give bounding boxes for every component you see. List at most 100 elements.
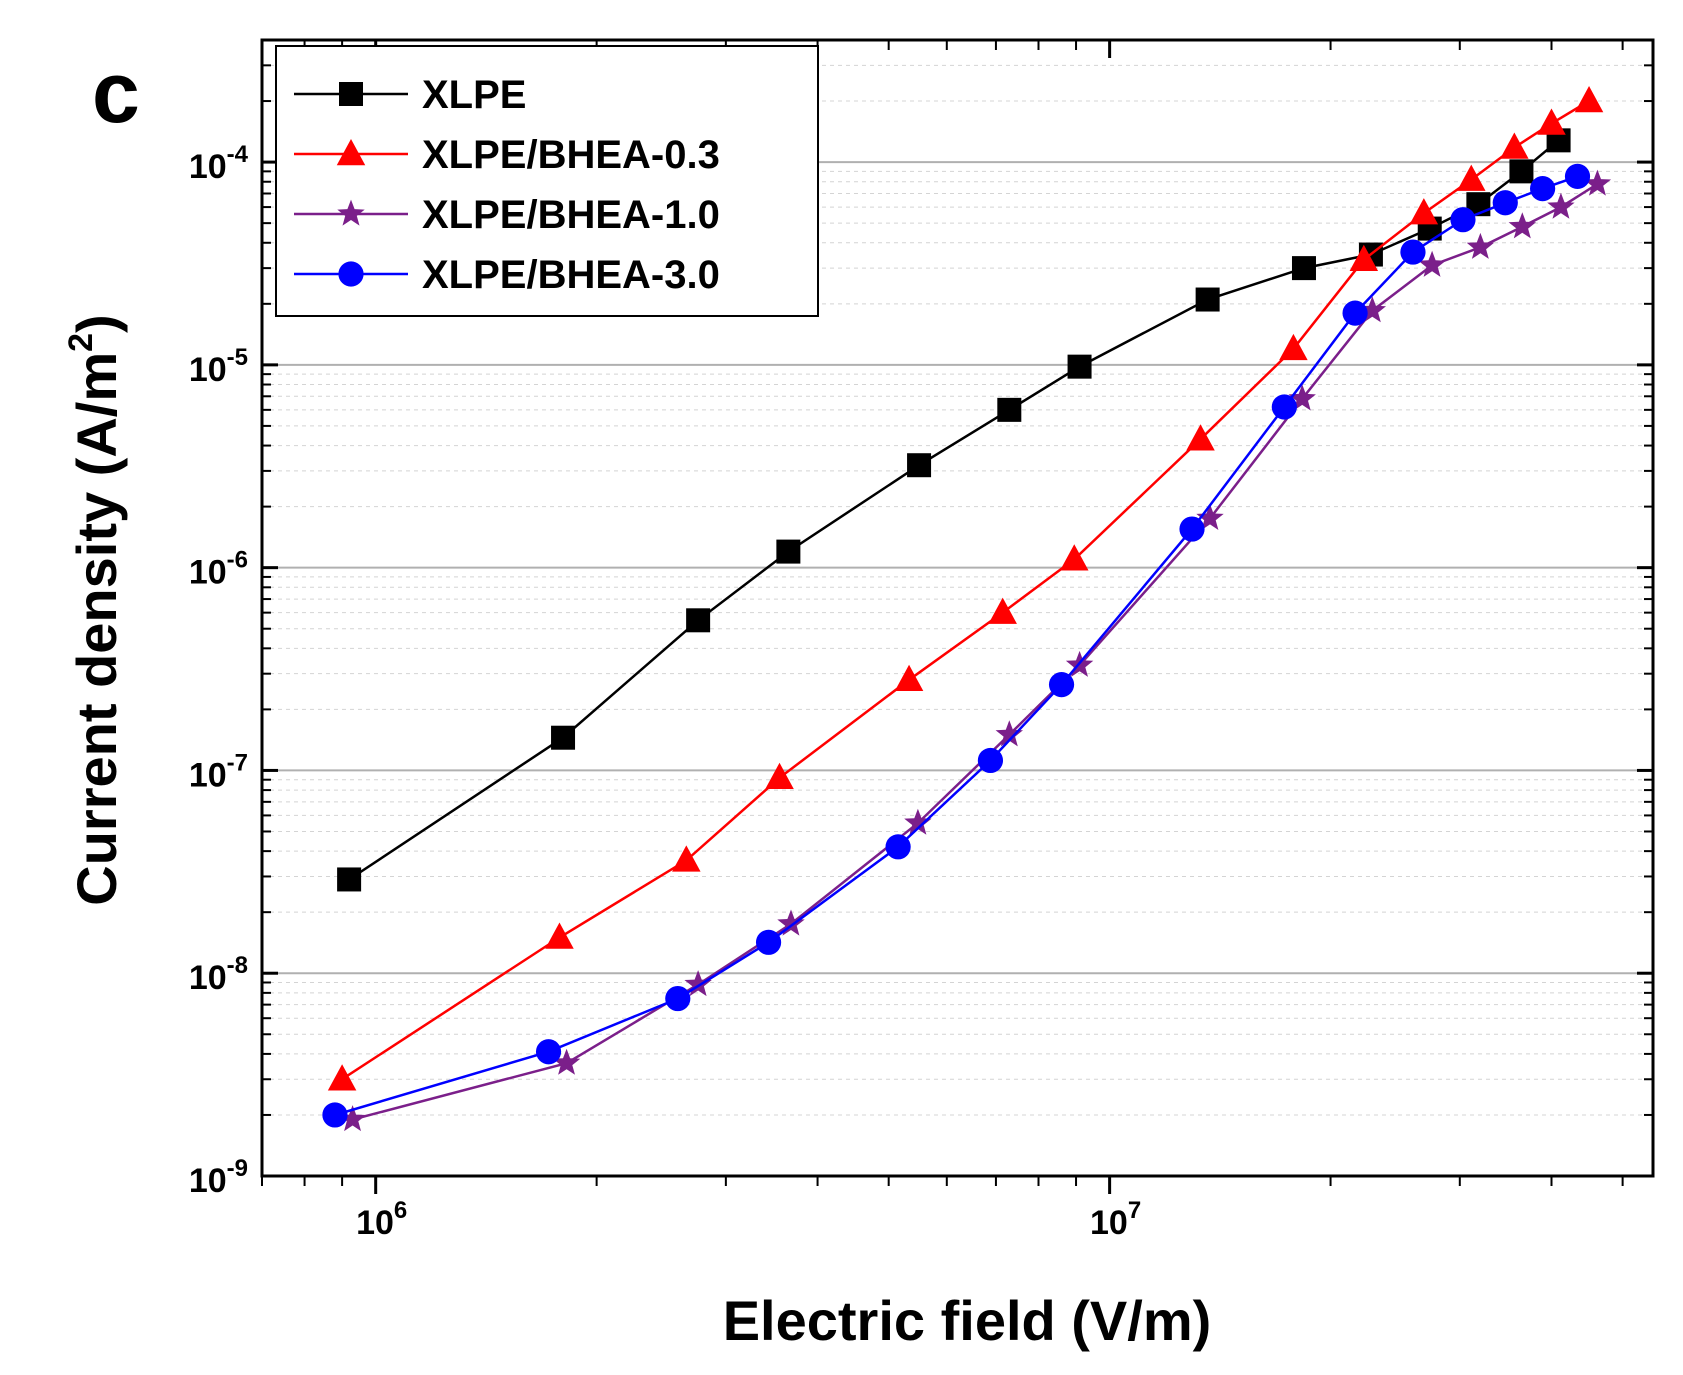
y-tick-label-exp: -9 bbox=[227, 1155, 248, 1182]
y-tick-label-exp: -4 bbox=[227, 141, 249, 168]
data-point-xlpe-bhea-3-0 bbox=[1450, 207, 1476, 233]
legend-marker-xlpe-bhea-3-0 bbox=[338, 261, 364, 287]
x-tick-label-base: 10 bbox=[356, 1204, 394, 1242]
series-xlpe-bhea-3-0 bbox=[322, 163, 1591, 1128]
data-point-xlpe-bhea-3-0 bbox=[535, 1039, 562, 1065]
data-point-xlpe-bhea-3-0 bbox=[755, 929, 782, 955]
data-point-xlpe-bhea-0-3 bbox=[1409, 198, 1439, 225]
data-point-xlpe-bhea-3-0 bbox=[1530, 176, 1556, 202]
data-point-xlpe bbox=[551, 725, 576, 750]
legend-label-xlpe-bhea-3-0: XLPE/BHEA-3.0 bbox=[422, 253, 720, 297]
y-tick-label-exp: -7 bbox=[227, 749, 248, 776]
legend-label-xlpe-bhea-0-3: XLPE/BHEA-0.3 bbox=[422, 133, 720, 177]
y-tick-label-exp: -8 bbox=[227, 952, 248, 979]
y-axis-title: Current density (A/m2) bbox=[62, 314, 128, 905]
y-tick-label-base: 10 bbox=[189, 554, 227, 592]
data-point-xlpe-bhea-0-3 bbox=[545, 922, 574, 949]
data-point-xlpe-bhea-1-0 bbox=[338, 1105, 367, 1132]
data-point-xlpe-bhea-1-0 bbox=[904, 808, 932, 835]
data-point-xlpe-bhea-1-0 bbox=[1196, 504, 1224, 530]
data-point-xlpe-bhea-0-3 bbox=[1349, 244, 1379, 271]
data-point-xlpe-bhea-0-3 bbox=[327, 1064, 357, 1091]
x-tick-label: 106 bbox=[356, 1197, 407, 1242]
legend-label-xlpe: XLPE bbox=[422, 73, 526, 117]
data-point-xlpe-bhea-0-3 bbox=[1186, 424, 1215, 451]
data-point-xlpe-bhea-1-0 bbox=[1583, 169, 1612, 196]
y-tick-label-exp: -5 bbox=[227, 344, 248, 371]
x-tick-label-base: 10 bbox=[1090, 1204, 1128, 1242]
plot-frame bbox=[260, 38, 1655, 1178]
y-axis-title-end: ) bbox=[65, 314, 128, 333]
series-line-xlpe-bhea-1-0 bbox=[352, 182, 1599, 1121]
legend-label-xlpe-bhea-1-0: XLPE/BHEA-1.0 bbox=[422, 193, 720, 237]
series-xlpe bbox=[337, 128, 1571, 892]
data-point-xlpe bbox=[1291, 256, 1316, 281]
y-tick-label-exp: -6 bbox=[227, 547, 248, 574]
data-point-xlpe-bhea-3-0 bbox=[1400, 239, 1426, 265]
y-tick-label: 10-5 bbox=[189, 344, 248, 389]
data-point-xlpe-bhea-3-0 bbox=[977, 747, 1004, 774]
y-tick-label: 10-9 bbox=[189, 1155, 248, 1200]
data-point-xlpe-bhea-3-0 bbox=[1564, 163, 1591, 189]
data-point-xlpe bbox=[997, 397, 1022, 422]
data-point-xlpe-bhea-1-0 bbox=[1358, 296, 1386, 323]
data-point-xlpe-bhea-3-0 bbox=[885, 834, 911, 860]
data-point-xlpe bbox=[1509, 159, 1534, 184]
legend-marker-xlpe-bhea-0-3 bbox=[336, 139, 366, 166]
data-point-xlpe-bhea-1-0 bbox=[1418, 250, 1446, 277]
data-point-xlpe-bhea-3-0 bbox=[1342, 300, 1368, 326]
x-tick-label-exp: 6 bbox=[394, 1197, 407, 1224]
data-point-xlpe-bhea-1-0 bbox=[1288, 384, 1316, 411]
legend-marker-xlpe bbox=[339, 82, 363, 106]
y-tick-label-base: 10 bbox=[189, 1162, 227, 1200]
legend-marker-xlpe-bhea-1-0 bbox=[337, 199, 365, 226]
data-point-xlpe-bhea-0-3 bbox=[1500, 132, 1529, 159]
y-tick-label: 10-8 bbox=[189, 952, 248, 997]
data-point-xlpe-bhea-0-3 bbox=[1060, 544, 1089, 571]
data-point-xlpe-bhea-0-3 bbox=[765, 762, 794, 790]
panel-label: c bbox=[92, 45, 140, 141]
data-point-xlpe-bhea-1-0 bbox=[1547, 192, 1575, 219]
data-point-xlpe-bhea-0-3 bbox=[1279, 333, 1308, 361]
data-point-xlpe-bhea-0-3 bbox=[672, 845, 701, 872]
y-axis-title-main: Current density (A/m bbox=[65, 352, 128, 906]
data-point-xlpe-bhea-3-0 bbox=[322, 1102, 348, 1128]
y-tick-label-base: 10 bbox=[189, 148, 227, 186]
data-point-xlpe-bhea-0-3 bbox=[1574, 86, 1604, 113]
y-tick-label: 10-4 bbox=[189, 141, 249, 186]
y-tick-label-base: 10 bbox=[189, 959, 227, 997]
data-point-xlpe bbox=[776, 539, 801, 564]
data-point-xlpe-bhea-1-0 bbox=[552, 1048, 581, 1075]
data-point-xlpe bbox=[337, 867, 362, 892]
x-tick-label: 107 bbox=[1090, 1197, 1141, 1242]
y-tick-label: 10-6 bbox=[189, 547, 248, 592]
data-point-xlpe-bhea-0-3 bbox=[1457, 164, 1486, 191]
data-point-xlpe-bhea-1-0 bbox=[995, 720, 1023, 747]
data-point-xlpe-bhea-3-0 bbox=[665, 985, 691, 1012]
data-point-xlpe bbox=[686, 608, 711, 633]
data-point-xlpe-bhea-3-0 bbox=[1179, 516, 1205, 542]
data-point-xlpe-bhea-3-0 bbox=[1492, 190, 1518, 216]
x-tick-label-exp: 7 bbox=[1128, 1197, 1141, 1224]
data-point-xlpe bbox=[907, 453, 932, 478]
x-axis-title: Electric field (V/m) bbox=[723, 1289, 1212, 1352]
data-point-xlpe-bhea-0-3 bbox=[1537, 108, 1566, 135]
legend-box bbox=[275, 45, 819, 317]
legend: XLPE XLPE/BHEA-0.3 XLPE/BHEA-1.0 XLPE/BHEA-… bbox=[275, 45, 819, 317]
data-point-xlpe-bhea-1-0 bbox=[777, 909, 805, 936]
data-point-xlpe-bhea-1-0 bbox=[1508, 212, 1536, 239]
series-xlpe-bhea-0-3 bbox=[327, 86, 1604, 1091]
data-point-xlpe-bhea-3-0 bbox=[1048, 672, 1075, 698]
data-point-xlpe-bhea-0-3 bbox=[988, 597, 1017, 624]
data-point-xlpe bbox=[1067, 354, 1092, 379]
data-point-xlpe-bhea-1-0 bbox=[1466, 232, 1495, 259]
y-tick-label-base: 10 bbox=[189, 351, 227, 389]
data-point-xlpe-bhea-3-0 bbox=[1271, 394, 1297, 420]
y-tick-label: 10-7 bbox=[189, 749, 248, 794]
data-point-xlpe-bhea-0-3 bbox=[894, 664, 924, 692]
y-tick-label-base: 10 bbox=[189, 756, 227, 794]
y-axis-title-sup: 2 bbox=[62, 333, 100, 352]
series-layer bbox=[322, 86, 1612, 1132]
